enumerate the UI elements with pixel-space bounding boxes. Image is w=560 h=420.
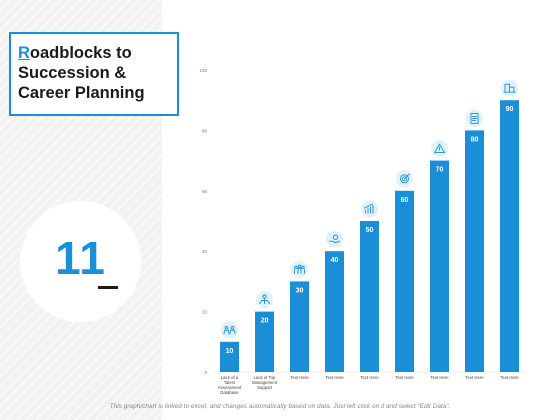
bar-value-label: 40 xyxy=(331,257,339,264)
y-tick-label: 100 xyxy=(199,68,207,73)
page-title: Roadblocks to Succession & Career Planni… xyxy=(18,43,178,103)
slide-number: 11 xyxy=(55,232,106,284)
y-tick-label: 0 xyxy=(204,370,207,375)
bar xyxy=(360,221,379,372)
x-tick-label: Text Here xyxy=(290,375,309,380)
bar-growth-icon xyxy=(360,199,379,219)
bar-value-label: 20 xyxy=(261,318,269,325)
document-icon xyxy=(465,108,484,128)
x-tick-label: Text Here xyxy=(325,375,344,380)
bar xyxy=(220,341,239,372)
title-rest: oadblocks to Succession & Career Plannin… xyxy=(18,44,145,102)
y-tick-label: 80 xyxy=(202,128,208,133)
bar-value-label: 80 xyxy=(471,136,479,143)
bar xyxy=(465,130,484,372)
target-icon xyxy=(395,169,414,189)
slide-number-underline xyxy=(98,286,118,289)
x-tick-label: Text Here xyxy=(430,375,449,380)
bar xyxy=(290,281,309,372)
bar-value-label: 50 xyxy=(366,227,374,234)
bar-value-label: 70 xyxy=(436,167,444,174)
bar xyxy=(255,311,274,372)
bar xyxy=(325,251,344,372)
building-icon xyxy=(500,78,519,98)
footer-note: This graph/chart is linked to excel, and… xyxy=(109,403,451,410)
bar-value-label: 30 xyxy=(296,287,304,294)
y-tick-label: 20 xyxy=(202,310,208,315)
title-box: Roadblocks to Succession & Career Planni… xyxy=(9,32,179,116)
bar xyxy=(395,190,414,372)
bar-value-label: 60 xyxy=(401,197,409,204)
team-icon xyxy=(290,259,309,279)
title-first-letter: R xyxy=(18,44,30,62)
bar xyxy=(500,100,519,372)
x-tick-label: Lack of Top Management Support xyxy=(252,375,278,390)
x-tick-label: Text Here xyxy=(360,375,379,380)
x-tick-label: Lack of a Talent Assessment Database xyxy=(218,375,242,395)
x-tick-label: Text Here xyxy=(465,375,484,380)
people-icon xyxy=(220,320,239,340)
warning-icon xyxy=(430,139,449,159)
money-hand-icon xyxy=(325,229,344,249)
bar-value-label: 90 xyxy=(506,106,514,113)
y-tick-label: 60 xyxy=(202,189,208,194)
slide-number-circle: 11 xyxy=(20,201,141,322)
bar-value-label: 10 xyxy=(226,348,234,355)
leader-icon xyxy=(255,290,274,310)
y-tick-label: 40 xyxy=(202,249,208,254)
bar xyxy=(430,160,449,372)
x-tick-label: Text Here xyxy=(395,375,414,380)
x-tick-label: Text Here xyxy=(500,375,519,380)
